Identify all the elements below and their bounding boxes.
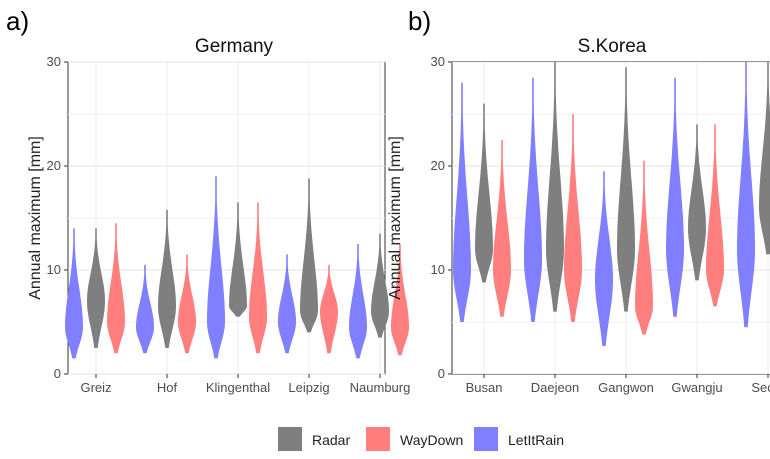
violin-letitrain-naumburg xyxy=(349,244,367,359)
violin-waydown-leipzig xyxy=(320,264,338,354)
violin-waydown-busan xyxy=(493,140,511,317)
x-tick-label-greiz: Greiz xyxy=(80,380,111,395)
violin-letitrain-greiz xyxy=(65,228,83,359)
legend-label-waydown: WayDown xyxy=(400,432,463,448)
violin-radar-daejeon xyxy=(546,62,564,312)
violin-radar-leipzig xyxy=(300,178,318,333)
y-axis-label-germany: Annual maximum [mm] xyxy=(27,136,44,300)
x-tick-label-gangwon: Gangwon xyxy=(598,380,654,395)
legend-label-letitrain: LetItRain xyxy=(508,432,564,448)
violin-letitrain-klingenthal xyxy=(207,176,225,359)
x-tick-label-hof: Hof xyxy=(157,380,178,395)
panel-title-germany: Germany xyxy=(195,36,274,57)
violin-radar-greiz xyxy=(87,228,105,348)
violin-waydown-daejeon xyxy=(564,114,582,322)
violin-waydown-naumburg xyxy=(391,244,409,356)
violin-waydown-greiz xyxy=(107,223,125,354)
panel-letter-a: a) xyxy=(6,6,29,36)
y-tick-label: 0 xyxy=(54,366,61,381)
violin-waydown-hof xyxy=(178,254,196,354)
violin-letitrain-gwangju xyxy=(666,77,684,317)
y-tick-label: 10 xyxy=(47,262,61,277)
violin-radar-gwangju xyxy=(688,124,706,281)
violin-letitrain-hof xyxy=(136,264,154,354)
legend-label-radar: Radar xyxy=(312,432,350,448)
panel-korea: b) S.Korea Annual maximum [mm] 0 10 20 30 B… xyxy=(387,6,770,395)
y-tick-label: 20 xyxy=(431,158,445,173)
legend-swatch-waydown xyxy=(366,427,390,451)
violin-letitrain-seoul xyxy=(737,62,755,328)
violin-letitrain-daejeon xyxy=(524,77,542,322)
violin-radar-klingenthal xyxy=(229,202,247,317)
x-tick-label-seoul: Seoul xyxy=(751,380,770,395)
violin-letitrain-busan xyxy=(453,82,471,322)
legend-swatch-letitrain xyxy=(474,427,498,451)
y-axis-label-korea: Annual maximum [mm] xyxy=(387,136,404,300)
y-tick-label: 20 xyxy=(47,158,61,173)
violin-radar-busan xyxy=(475,103,493,283)
x-tick-label-busan: Busan xyxy=(466,380,503,395)
legend: Radar WayDown LetItRain xyxy=(278,427,564,451)
x-tick-label-klingenthal: Klingenthal xyxy=(206,380,270,395)
x-tick-label-leipzig: Leipzig xyxy=(288,380,329,395)
x-tick-label-gwangju: Gwangju xyxy=(671,380,722,395)
violin-waydown-gangwon xyxy=(635,160,653,335)
violin-radar-seoul xyxy=(759,62,770,255)
violin-letitrain-leipzig xyxy=(278,254,296,354)
violin-radar-gangwon xyxy=(617,67,635,312)
violin-radar-hof xyxy=(158,209,176,348)
panel-letter-b: b) xyxy=(408,6,431,36)
y-tick-label: 10 xyxy=(431,262,445,277)
panel-title-korea: S.Korea xyxy=(578,36,647,57)
panel-germany: a) Germany Annual maximum [mm] 0 10 20 30 G… xyxy=(6,6,410,395)
violin-waydown-gwangju xyxy=(706,124,724,307)
violin-radar-naumburg xyxy=(371,233,389,338)
y-tick-label: 30 xyxy=(47,54,61,69)
y-tick-label: 0 xyxy=(438,366,445,381)
legend-swatch-radar xyxy=(278,427,302,451)
violin-waydown-klingenthal xyxy=(249,202,267,354)
y-tick-label: 30 xyxy=(431,54,445,69)
x-tick-label-daejeon: Daejeon xyxy=(531,380,579,395)
x-tick-label-naumburg: Naumburg xyxy=(350,380,411,395)
violin-letitrain-gangwon xyxy=(595,171,613,346)
